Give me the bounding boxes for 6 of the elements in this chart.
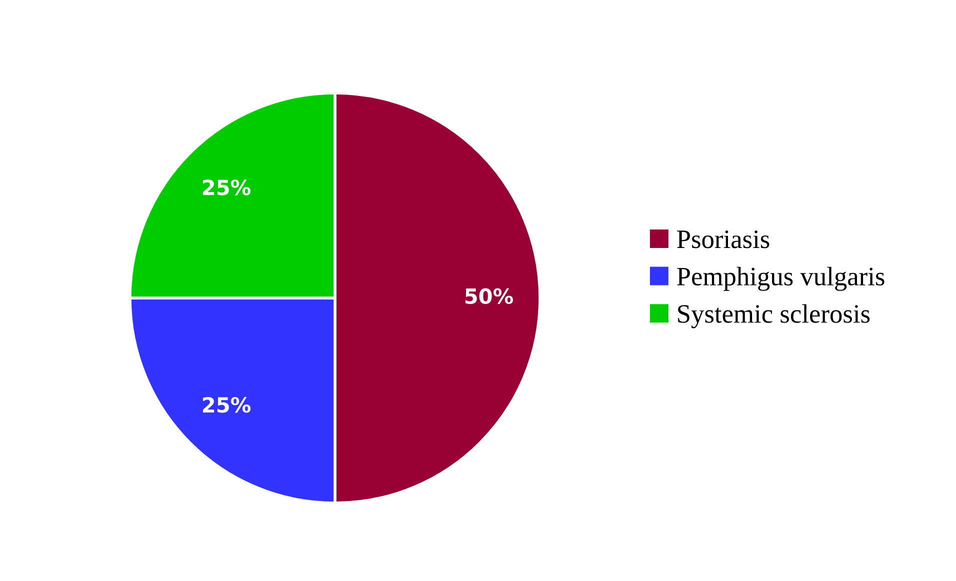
legend-label: Systemic sclerosis bbox=[678, 304, 870, 328]
data-label: 50% bbox=[465, 288, 514, 304]
data-label: 25% bbox=[202, 397, 251, 413]
legend-label: Psoriasis bbox=[677, 230, 770, 248]
legend-label: Pemphigus vulgaris bbox=[677, 266, 884, 291]
data-label: 25% bbox=[202, 180, 251, 196]
